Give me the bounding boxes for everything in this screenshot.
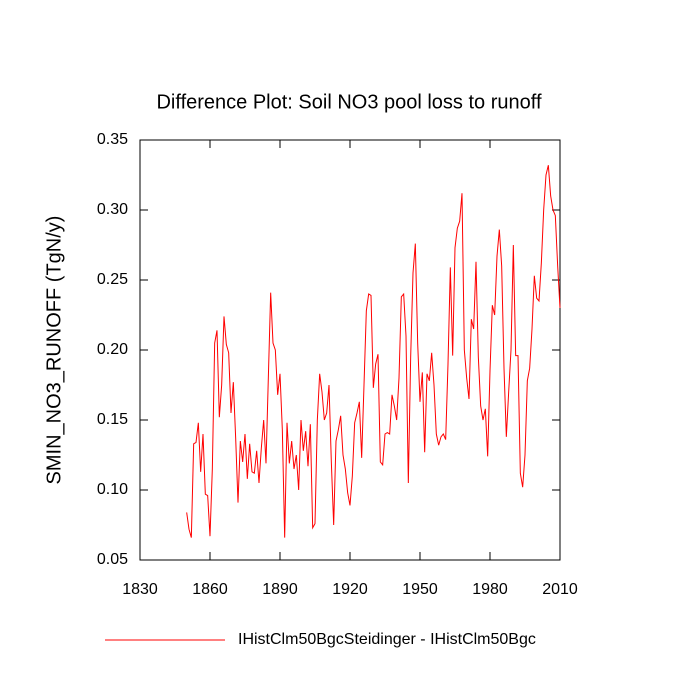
y-tick-label: 0.30 [97, 201, 128, 218]
y-tick-label: 0.10 [97, 481, 128, 498]
legend-label: IHistClm50BgcSteidinger - IHistClm50Bgc [238, 631, 536, 648]
x-tick-label: 1920 [332, 581, 368, 598]
data-line [186, 165, 561, 538]
x-tick-label: 1980 [472, 581, 508, 598]
y-tick-label: 0.20 [97, 341, 128, 358]
x-tick-label: 1950 [402, 581, 438, 598]
x-tick-label: 1860 [192, 581, 228, 598]
x-tick-label: 1830 [122, 581, 158, 598]
x-tick-label: 2010 [542, 581, 578, 598]
y-tick-label: 0.25 [97, 271, 128, 288]
y-tick-label: 0.35 [97, 131, 128, 148]
y-tick-label: 0.15 [97, 411, 128, 428]
y-tick-label: 0.05 [97, 551, 128, 568]
plot-frame [139, 139, 561, 561]
y-axis-label: SMIN_NO3_RUNOFF (TgN/y) [43, 216, 65, 485]
chart-title: Difference Plot: Soil NO3 pool loss to r… [156, 91, 541, 113]
x-tick-label: 1890 [262, 581, 298, 598]
